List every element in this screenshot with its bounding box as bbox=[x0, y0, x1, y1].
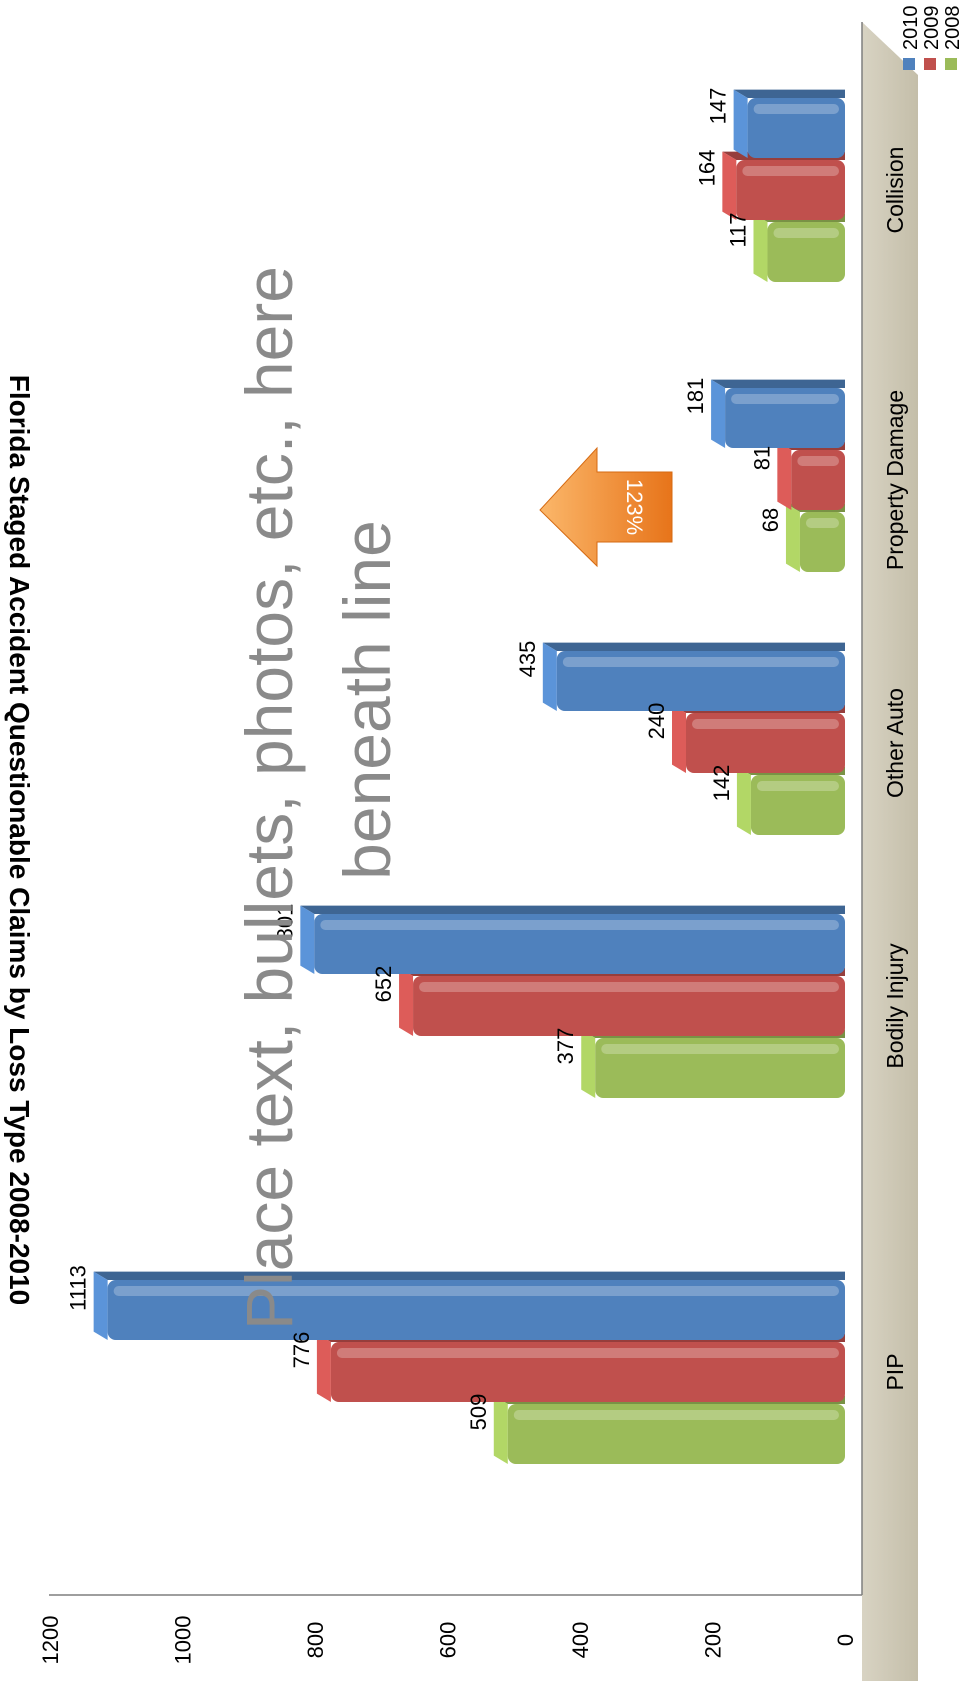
chart-title: Florida Staged Accident Questionable Cla… bbox=[4, 375, 35, 1306]
legend-swatch-2008 bbox=[945, 58, 957, 70]
bar-2009 bbox=[686, 713, 845, 773]
bar-2008 bbox=[767, 222, 845, 282]
category-label: Property Damage bbox=[882, 390, 908, 570]
legend-swatch-2009 bbox=[924, 58, 936, 70]
bar-highlight bbox=[601, 1044, 839, 1054]
data-label: 776 bbox=[289, 1332, 314, 1369]
bar-highlight bbox=[742, 166, 839, 176]
bar-2010 bbox=[725, 388, 845, 448]
bar-cap-2009 bbox=[777, 441, 792, 510]
bar-2009 bbox=[413, 976, 845, 1036]
category-label: Bodily Injury bbox=[882, 943, 908, 1069]
bar-side-2010 bbox=[300, 905, 845, 914]
bar-2010 bbox=[107, 1280, 845, 1340]
bar-highlight bbox=[419, 982, 839, 992]
bar-2008 bbox=[507, 1404, 845, 1464]
data-label: 181 bbox=[683, 378, 708, 415]
placeholder-line-1: Place text, bullets, photos, etc., here bbox=[232, 266, 306, 1330]
bar-cap-2009 bbox=[672, 704, 686, 773]
bar-cap-2008 bbox=[736, 766, 751, 835]
bar-highlight bbox=[692, 719, 839, 729]
data-label: 142 bbox=[709, 765, 734, 802]
bar-2009 bbox=[330, 1342, 845, 1402]
data-label: 435 bbox=[515, 641, 540, 678]
chart-floor bbox=[862, 22, 918, 1681]
bar-2008 bbox=[595, 1038, 845, 1098]
bar-cap-2008 bbox=[581, 1029, 596, 1098]
bar-cap-2008 bbox=[785, 503, 800, 572]
y-tick-label: 0 bbox=[833, 1634, 858, 1646]
data-label: 68 bbox=[758, 508, 783, 532]
bar-2008 bbox=[750, 775, 845, 835]
data-label: 652 bbox=[371, 966, 396, 1003]
placeholder-line-2: beneath line bbox=[330, 520, 404, 880]
bars bbox=[93, 89, 845, 1464]
legend-label: 2008 bbox=[942, 6, 964, 51]
category-label: PIP bbox=[882, 1353, 908, 1390]
bar-highlight bbox=[756, 781, 839, 791]
bar-highlight bbox=[753, 104, 839, 114]
data-label: 164 bbox=[694, 150, 719, 187]
bar-highlight bbox=[797, 456, 839, 466]
bar-side-2010 bbox=[542, 642, 845, 651]
bar-cap-2009 bbox=[722, 151, 737, 220]
bar-highlight bbox=[336, 1348, 839, 1358]
bar-cap-2008 bbox=[493, 1395, 508, 1464]
bar-cap-2009 bbox=[316, 1333, 331, 1402]
bar-cap-2010 bbox=[711, 379, 726, 448]
bar-cap-2010 bbox=[733, 89, 748, 158]
bar-highlight bbox=[731, 394, 839, 404]
bar-cap-2010 bbox=[300, 905, 315, 974]
data-label: 117 bbox=[725, 212, 750, 247]
data-labels: 509 776 1113 377 652 801 142 240 435 68 81 181 11716… bbox=[66, 88, 783, 1431]
data-label: 801 bbox=[272, 904, 297, 941]
y-tick-label: 1200 bbox=[38, 1616, 63, 1665]
bar-2010 bbox=[556, 651, 845, 711]
data-label: 377 bbox=[553, 1028, 578, 1065]
bar-highlight bbox=[773, 228, 839, 238]
bar-cap-2009 bbox=[399, 967, 414, 1036]
bar-2009 bbox=[791, 450, 845, 510]
category-labels: PIP Bodily Injury Other Auto Property Damag… bbox=[882, 147, 908, 1391]
bar-side-2010 bbox=[711, 379, 845, 388]
bar-highlight bbox=[513, 1410, 839, 1420]
bar-2009 bbox=[736, 160, 845, 220]
bar-2010 bbox=[747, 98, 845, 158]
bar-highlight bbox=[805, 518, 839, 528]
bar-2010 bbox=[314, 914, 845, 974]
bar-2008 bbox=[799, 512, 845, 572]
y-axis-ticks: 0 200 400 600 800 1000 1200 bbox=[38, 1616, 858, 1665]
y-tick-label: 200 bbox=[701, 1622, 726, 1659]
category-label: Other Auto bbox=[882, 688, 908, 798]
bar-highlight bbox=[113, 1286, 839, 1296]
data-label: 81 bbox=[749, 446, 774, 470]
legend-swatch-2010 bbox=[903, 58, 915, 70]
bar-cap-2008 bbox=[753, 213, 768, 282]
data-label: 147 bbox=[706, 88, 731, 125]
category-label: Collision bbox=[882, 147, 908, 234]
legend-label: 2010 bbox=[900, 6, 922, 51]
bar-side-2010 bbox=[733, 89, 845, 98]
y-tick-label: 1000 bbox=[171, 1616, 196, 1665]
arrow-shape bbox=[539, 446, 673, 568]
bar-highlight bbox=[562, 657, 839, 667]
y-tick-label: 800 bbox=[303, 1622, 328, 1659]
y-tick-label: 600 bbox=[436, 1622, 461, 1659]
bar-highlight bbox=[320, 920, 839, 930]
bar-cap-2010 bbox=[542, 642, 557, 711]
increase-arrow: 123% bbox=[539, 446, 673, 568]
arrow-label: 123% bbox=[622, 479, 647, 535]
data-label: 1113 bbox=[66, 1265, 91, 1311]
bar-side-2010 bbox=[93, 1271, 845, 1280]
data-label: 240 bbox=[644, 703, 669, 740]
legend-label: 2009 bbox=[921, 6, 943, 51]
data-label: 509 bbox=[466, 1394, 491, 1431]
y-tick-label: 400 bbox=[568, 1622, 593, 1659]
bar-cap-2010 bbox=[93, 1271, 108, 1340]
